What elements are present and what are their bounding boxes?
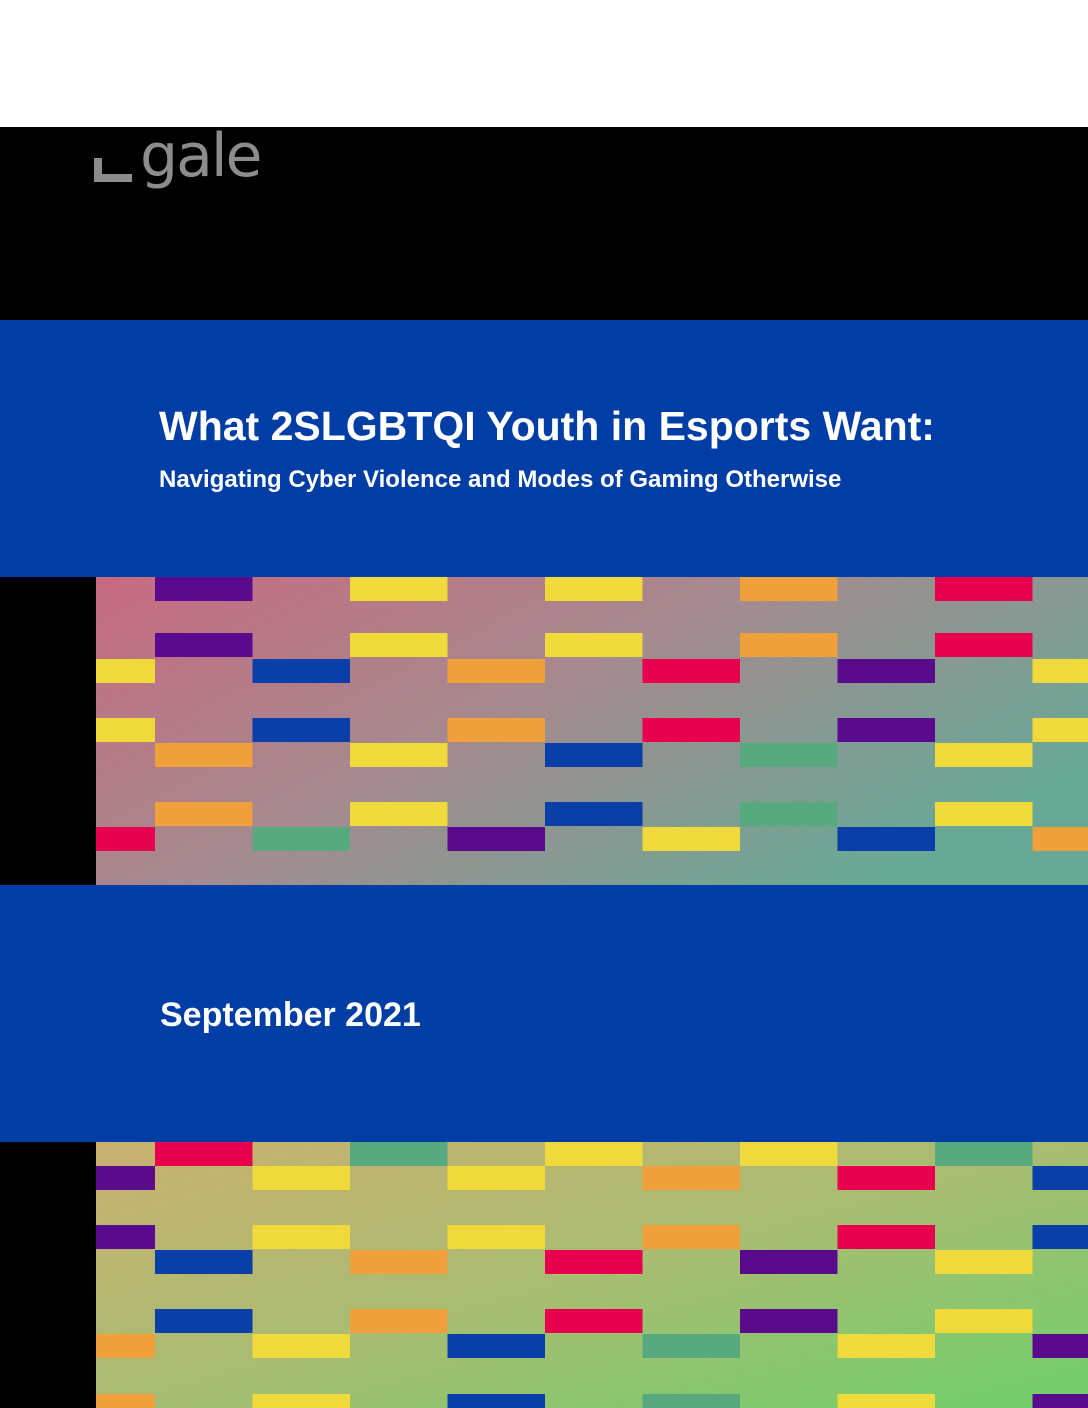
pattern-tile [740,577,838,601]
pattern-tile [837,659,935,683]
pattern-tile [96,1334,155,1358]
pattern-tile [1032,718,1088,742]
logo-bracket-icon [94,158,132,182]
pattern-tile [252,827,350,851]
pattern-tile [96,1225,155,1249]
pattern-tile [642,718,740,742]
pattern-tile [447,1166,545,1190]
pattern-tile [252,1166,350,1190]
pattern-tile [447,1394,545,1408]
pattern-tile [350,1309,448,1333]
pattern-tile [96,1394,155,1408]
pattern-tile [935,1142,1033,1166]
pattern-tile [350,802,448,826]
pattern-tile [96,827,155,851]
pattern-tile [252,1225,350,1249]
pattern-tile [642,1166,740,1190]
date-band [0,885,1088,1142]
pattern-tile [545,1309,643,1333]
pattern-tile [96,659,155,683]
pattern-tile [155,1250,253,1274]
pattern-tile [740,633,838,657]
pattern-tile [545,633,643,657]
pattern-tile [155,802,253,826]
pattern-tile [545,743,643,767]
pattern-tile [935,743,1033,767]
document-subtitle: Navigating Cyber Violence and Modes of G… [159,466,842,493]
pattern-tile [252,1394,350,1408]
pattern-tile [447,1225,545,1249]
pattern-tile [350,1250,448,1274]
pattern-tile [350,633,448,657]
pattern-tile [447,718,545,742]
pattern-tile [96,718,155,742]
pattern-tile [837,718,935,742]
pattern-tile [545,1142,643,1166]
pattern-tile [642,1225,740,1249]
pattern-tile [837,1334,935,1358]
pattern-tile [837,827,935,851]
publication-date: September 2021 [160,996,421,1034]
pattern-tile [1032,659,1088,683]
pattern-tile [837,1166,935,1190]
pattern-tile [155,743,253,767]
title-band [0,320,1088,577]
pattern-tile [155,633,253,657]
pattern-tile [642,1334,740,1358]
pattern-tile [350,743,448,767]
gale-logo: gale [94,126,294,208]
pattern-tile [447,1334,545,1358]
pattern-tile [155,1142,253,1166]
pattern-tile [1032,827,1088,851]
pattern-tile [935,802,1033,826]
pattern-tile [740,1250,838,1274]
pattern-tile [252,718,350,742]
pattern-tile [447,659,545,683]
pattern-tile [837,1394,935,1408]
pattern-tile [545,802,643,826]
pattern-tile [935,1309,1033,1333]
pattern-tile [642,827,740,851]
pattern-tile [1032,1394,1088,1408]
pattern-tile [837,1225,935,1249]
decorative-tile-pattern-top [96,577,1088,885]
pattern-tile [1032,1334,1088,1358]
pattern-tile [740,802,838,826]
document-title: What 2SLGBTQI Youth in Esports Want: [159,403,935,449]
pattern-tile [740,1142,838,1166]
decorative-tile-pattern-bottom [96,1142,1088,1408]
pattern-tile [642,1394,740,1408]
pattern-tile [252,659,350,683]
pattern-tile [350,1142,448,1166]
pattern-tile [545,577,643,601]
pattern-tile [96,1166,155,1190]
pattern-tile [1032,1225,1088,1249]
pattern-tile [252,1334,350,1358]
pattern-tile [935,633,1033,657]
pattern-tile [935,577,1033,601]
pattern-tile [935,1250,1033,1274]
pattern-tile [740,743,838,767]
pattern-tile [155,1309,253,1333]
pattern-tile [545,1250,643,1274]
pattern-tile [447,827,545,851]
pattern-tile [642,659,740,683]
logo-wordmark: gale [140,121,262,191]
pattern-tile [740,1309,838,1333]
pattern-tile [1032,1166,1088,1190]
pattern-tile [350,577,448,601]
pattern-tile [155,577,253,601]
